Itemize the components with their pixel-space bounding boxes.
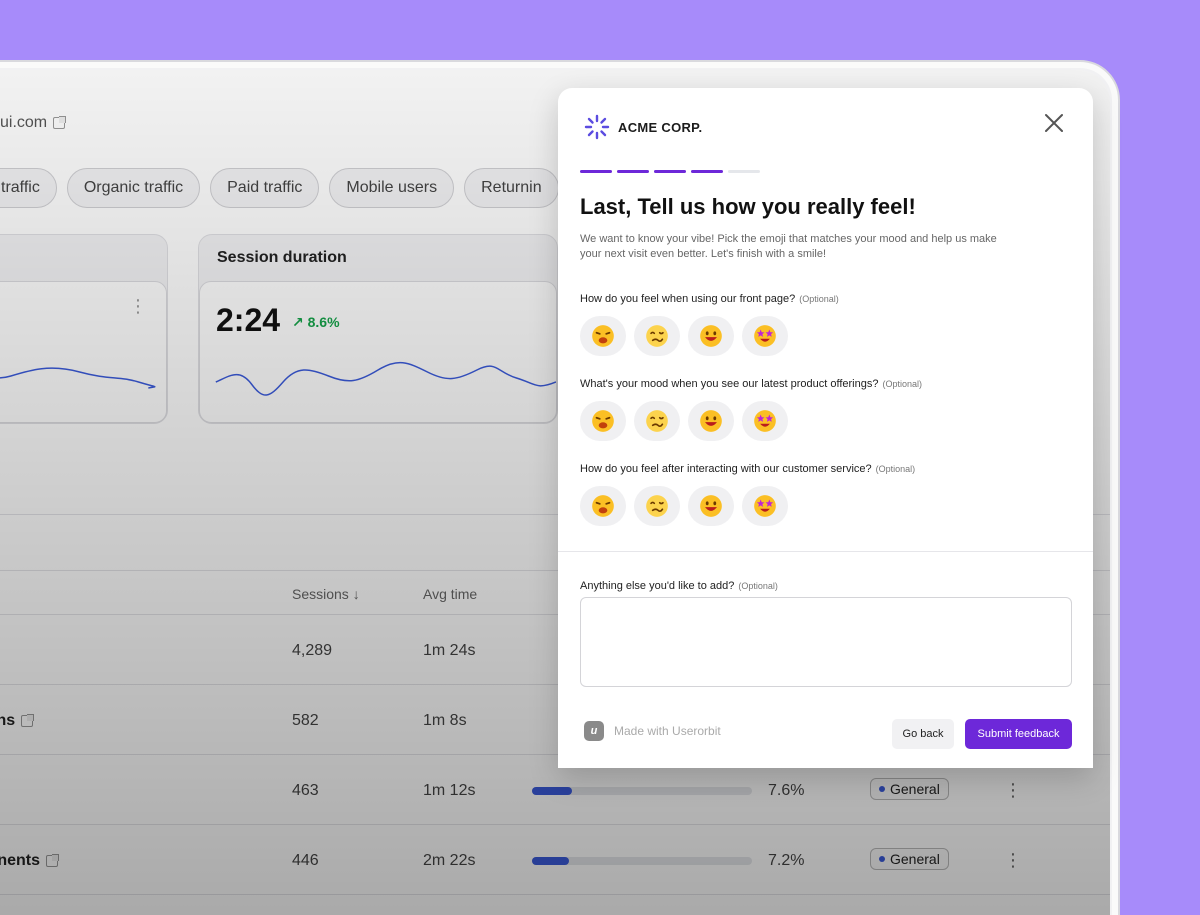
row-menu-icon[interactable]: ⋮ bbox=[1004, 850, 1022, 870]
go-back-button[interactable]: Go back bbox=[892, 719, 954, 749]
avg-time-cell: 1m 12s bbox=[423, 782, 476, 799]
optional-label: (Optional) bbox=[882, 379, 922, 389]
userorbit-logo-icon: u bbox=[584, 721, 604, 741]
grinning-face-icon[interactable] bbox=[688, 486, 734, 526]
brand-logo: ACME CORP. bbox=[584, 114, 702, 140]
sessions-cell: 446 bbox=[292, 852, 319, 869]
percent-cell: 7.2% bbox=[768, 852, 805, 869]
question-1: How do you feel when using our front pag… bbox=[580, 293, 839, 305]
woozy-face-icon[interactable] bbox=[634, 486, 680, 526]
session-duration-body: 2:24 ↗ 8.6% bbox=[199, 281, 557, 423]
site-url-text: ui.com bbox=[0, 114, 48, 131]
progress-step bbox=[580, 170, 612, 173]
optional-label: (Optional) bbox=[799, 294, 839, 304]
tired-face-icon[interactable] bbox=[580, 316, 626, 356]
progress-step bbox=[654, 170, 686, 173]
extra-comments-label: Anything else you'd like to add? (Optiona… bbox=[580, 580, 778, 592]
session-duration-value: 2:24 bbox=[216, 302, 281, 338]
made-with-text: Made with Userorbit bbox=[614, 724, 721, 738]
progress-step bbox=[728, 170, 760, 173]
trend-up-icon: ↗ bbox=[292, 314, 304, 330]
chip-mobile-users[interactable]: Mobile users bbox=[329, 168, 455, 208]
divider bbox=[0, 824, 1110, 825]
emoji-rating-3 bbox=[580, 486, 788, 526]
divider bbox=[0, 684, 1110, 685]
sessions-header[interactable]: Sessions ↓ bbox=[292, 586, 360, 602]
avg-time-cell: 1m 8s bbox=[423, 712, 467, 729]
feedback-modal: ACME CORP. Last, Tell us how you really … bbox=[558, 88, 1093, 768]
kebab-menu-icon[interactable]: ⋮ bbox=[129, 296, 147, 316]
close-icon[interactable] bbox=[1043, 112, 1065, 134]
submit-feedback-button[interactable]: Submit feedback bbox=[965, 719, 1072, 749]
sessions-cell: 4,289 bbox=[292, 642, 333, 659]
emoji-rating-1 bbox=[580, 316, 788, 356]
question-2: What's your mood when you see our latest… bbox=[580, 378, 922, 390]
status-badge: General bbox=[870, 778, 949, 800]
sparkline-2 bbox=[215, 361, 556, 396]
emoji-rating-2 bbox=[580, 401, 788, 441]
percent-cell: 7.6% bbox=[768, 782, 805, 799]
step-progress bbox=[580, 170, 760, 173]
woozy-face-icon[interactable] bbox=[634, 316, 680, 356]
progress-step bbox=[691, 170, 723, 173]
site-url[interactable]: ui.com bbox=[0, 114, 67, 132]
chip-paid-traffic[interactable]: Paid traffic bbox=[210, 168, 320, 208]
card-title: Session duration bbox=[217, 249, 347, 266]
sessions-cell: 582 bbox=[292, 712, 319, 729]
avg-time-cell: 1m 24s bbox=[423, 642, 476, 659]
share-bar bbox=[532, 787, 752, 795]
modal-subtitle: We want to know your vibe! Pick the emoj… bbox=[580, 233, 997, 260]
extra-comments-input[interactable] bbox=[580, 597, 1072, 687]
avg-time-cell: 2m 22s bbox=[423, 852, 476, 869]
divider bbox=[0, 894, 1110, 895]
pages-table: Sessions ↓ Avg time 4,289 1m 24s -icons … bbox=[0, 450, 1110, 915]
divider bbox=[0, 614, 1110, 615]
divider bbox=[0, 754, 1110, 755]
sparkline-1 bbox=[0, 367, 156, 389]
dot-icon bbox=[879, 856, 885, 862]
metric-card-1: ⋮ bbox=[0, 234, 168, 424]
external-link-icon bbox=[46, 854, 59, 867]
session-duration-card: Session duration 2:24 ↗ 8.6% bbox=[198, 234, 558, 424]
star-struck-face-icon[interactable] bbox=[742, 486, 788, 526]
status-badge: General bbox=[870, 848, 949, 870]
row-menu-icon[interactable]: ⋮ bbox=[1004, 780, 1022, 800]
arrow-down-icon: ↓ bbox=[352, 586, 360, 602]
share-bar-fill bbox=[532, 857, 570, 865]
sessions-cell: 463 bbox=[292, 782, 319, 799]
tired-face-icon[interactable] bbox=[580, 401, 626, 441]
divider bbox=[0, 570, 1110, 571]
star-struck-face-icon[interactable] bbox=[742, 401, 788, 441]
grinning-face-icon[interactable] bbox=[688, 401, 734, 441]
optional-label: (Optional) bbox=[738, 581, 778, 591]
chip-traffic[interactable]: traffic bbox=[0, 168, 57, 208]
page-name[interactable]: nponents bbox=[0, 852, 59, 870]
grinning-face-icon[interactable] bbox=[688, 316, 734, 356]
chip-organic-traffic[interactable]: Organic traffic bbox=[66, 168, 201, 208]
chip-returning[interactable]: Returnin bbox=[464, 168, 559, 208]
metric-card-1-body: ⋮ bbox=[0, 281, 167, 423]
filter-chips: traffic Organic traffic Paid traffic Mob… bbox=[0, 168, 559, 208]
brand-name: ACME CORP. bbox=[618, 119, 703, 135]
made-with-userorbit[interactable]: u Made with Userorbit bbox=[584, 721, 721, 741]
external-link-icon bbox=[53, 116, 67, 129]
trend-up-badge: ↗ 8.6% bbox=[292, 314, 340, 330]
sunburst-logo-icon bbox=[584, 114, 610, 140]
question-3: How do you feel after interacting with o… bbox=[580, 463, 916, 475]
section-divider bbox=[558, 551, 1093, 552]
woozy-face-icon[interactable] bbox=[634, 401, 680, 441]
avg-time-header[interactable]: Avg time bbox=[423, 586, 478, 602]
dot-icon bbox=[879, 786, 885, 792]
external-link-icon bbox=[21, 714, 35, 727]
share-bar-fill bbox=[532, 787, 572, 795]
page-name[interactable]: -icons bbox=[0, 712, 35, 730]
share-bar bbox=[532, 857, 752, 865]
optional-label: (Optional) bbox=[875, 464, 916, 474]
modal-title: Last, Tell us how you really feel! bbox=[580, 194, 916, 219]
progress-step bbox=[617, 170, 649, 173]
tired-face-icon[interactable] bbox=[580, 486, 626, 526]
divider bbox=[0, 514, 1110, 515]
star-struck-face-icon[interactable] bbox=[742, 316, 788, 356]
